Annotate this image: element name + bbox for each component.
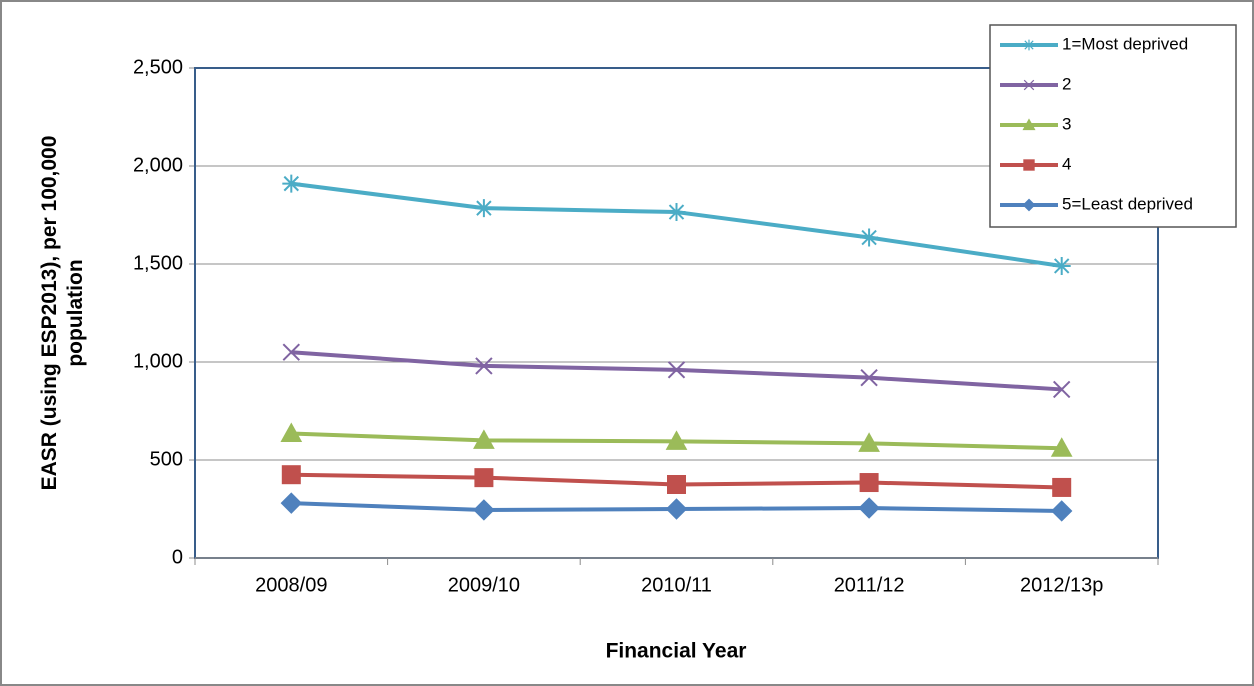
- data-point: [1052, 380, 1071, 399]
- y-tick-label: 2,500: [133, 56, 183, 78]
- data-point: [282, 343, 301, 361]
- data-point: [667, 361, 686, 379]
- x-tick-label: 2012/13p: [1020, 574, 1103, 596]
- legend-marker: [1022, 118, 1036, 131]
- data-point: [858, 497, 880, 519]
- data-point: [280, 492, 303, 514]
- data-point: [280, 422, 303, 443]
- marker-shape: [1023, 79, 1035, 91]
- x-tick-label: 2009/10: [448, 574, 520, 596]
- data-point: [474, 468, 494, 488]
- marker-shape: [860, 368, 878, 387]
- marker-shape: [860, 228, 879, 247]
- marker-shape: [282, 174, 301, 193]
- y-axis-title-line: EASR (using ESP2013), per 100,000: [38, 136, 61, 491]
- data-point: [859, 473, 879, 493]
- legend-label: 5=Least deprived: [1062, 194, 1193, 213]
- legend-label: 1=Most deprived: [1062, 34, 1188, 53]
- data-point: [473, 499, 495, 521]
- marker-shape: [475, 357, 493, 375]
- y-tick-label: 1,000: [133, 350, 183, 372]
- marker-shape: [474, 468, 494, 488]
- y-axis-title-line: population: [64, 259, 87, 366]
- data-point: [1052, 256, 1071, 275]
- marker-shape: [665, 430, 688, 450]
- marker-shape: [667, 361, 686, 379]
- legend: 1=Most deprived 2 3 4 5=Least deprived: [989, 24, 1237, 228]
- x-tick-label: 2008/09: [255, 574, 327, 596]
- marker-shape: [280, 422, 303, 443]
- data-point: [1050, 500, 1073, 522]
- y-tick-label: 0: [172, 546, 183, 568]
- marker-shape: [1023, 159, 1035, 171]
- marker-shape: [1050, 437, 1073, 457]
- legend-label: 2: [1062, 74, 1071, 93]
- legend-marker: [1023, 79, 1035, 91]
- y-tick-label: 500: [150, 448, 183, 470]
- data-point: [281, 465, 301, 485]
- marker-shape: [858, 432, 880, 452]
- marker-shape: [1022, 118, 1036, 131]
- y-axis-title: EASR (using ESP2013), per 100,000 populat…: [38, 136, 87, 491]
- data-point: [665, 498, 688, 520]
- marker-shape: [473, 499, 495, 521]
- marker-shape: [1052, 477, 1072, 497]
- legend-marker: [1022, 198, 1036, 212]
- marker-shape: [281, 465, 301, 485]
- marker-shape: [1052, 380, 1071, 399]
- marker-shape: [282, 343, 301, 361]
- legend-label: 3: [1062, 114, 1071, 133]
- x-axis-title: Financial Year: [606, 640, 747, 663]
- marker-shape: [1050, 500, 1073, 522]
- x-tick-label: 2010/11: [641, 574, 712, 596]
- marker-shape: [1052, 256, 1071, 275]
- data-point: [1052, 477, 1072, 497]
- y-tick-label: 1,500: [133, 252, 183, 274]
- data-point: [860, 368, 878, 387]
- marker-shape: [1022, 198, 1036, 212]
- marker-shape: [280, 492, 303, 514]
- marker-shape: [859, 473, 879, 493]
- data-point: [667, 203, 686, 222]
- marker-shape: [474, 199, 493, 218]
- marker-shape: [667, 475, 686, 494]
- marker-shape: [667, 203, 686, 222]
- data-point: [858, 432, 880, 452]
- legend-marker: [1023, 39, 1035, 51]
- data-point: [473, 429, 495, 449]
- data-point: [1050, 437, 1073, 457]
- data-point: [475, 357, 493, 375]
- data-point: [667, 475, 686, 494]
- marker-shape: [665, 498, 688, 520]
- y-tick-label: 2,000: [133, 154, 183, 176]
- data-point: [474, 199, 493, 218]
- data-point: [860, 228, 879, 247]
- marker-shape: [858, 497, 880, 519]
- data-point: [665, 430, 688, 450]
- marker-shape: [473, 429, 495, 449]
- data-point: [282, 174, 301, 193]
- x-tick-label: 2011/12: [834, 574, 905, 596]
- legend-marker: [1023, 159, 1035, 171]
- marker-shape: [1023, 39, 1035, 51]
- legend-label: 4: [1062, 154, 1071, 173]
